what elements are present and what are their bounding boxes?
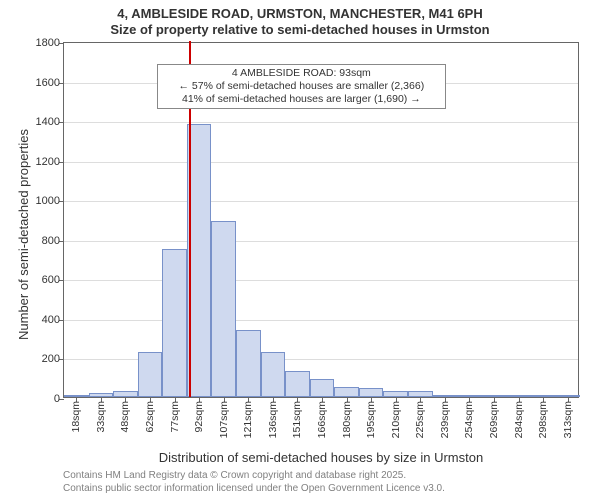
- annotation-line: ← 57% of semi-detached houses are smalle…: [162, 80, 441, 93]
- histogram-bar: [310, 379, 335, 397]
- x-tick-label: 92sqm: [193, 401, 205, 433]
- annotation-line: 4 AMBLESIDE ROAD: 93sqm: [162, 67, 441, 80]
- y-tick-label: 400: [42, 314, 64, 326]
- footer: Contains HM Land Registry data © Crown c…: [63, 470, 445, 495]
- y-tick-label: 200: [42, 353, 64, 365]
- x-tick-label: 33sqm: [95, 401, 107, 433]
- y-axis-title: Number of semi-detached properties: [16, 129, 31, 340]
- footer-line-1: Contains HM Land Registry data © Crown c…: [63, 470, 445, 483]
- histogram-bar: [138, 352, 163, 397]
- histogram-bar: [211, 221, 236, 397]
- chart-root: 4, AMBLESIDE ROAD, URMSTON, MANCHESTER, …: [0, 0, 600, 500]
- x-tick-label: 107sqm: [218, 401, 230, 438]
- x-tick-label: 254sqm: [463, 401, 475, 438]
- x-tick-label: 62sqm: [144, 401, 156, 433]
- x-tick-label: 225sqm: [414, 401, 426, 438]
- y-tick-label: 800: [42, 235, 64, 247]
- gridline: [64, 162, 578, 163]
- x-tick-label: 77sqm: [169, 401, 181, 433]
- chart-titles: 4, AMBLESIDE ROAD, URMSTON, MANCHESTER, …: [0, 0, 600, 37]
- annotation-line: 41% of semi-detached houses are larger (…: [162, 93, 441, 106]
- gridline: [64, 320, 578, 321]
- y-tick-label: 1800: [36, 37, 64, 49]
- histogram-bar: [285, 371, 310, 397]
- gridline: [64, 201, 578, 202]
- x-tick-label: 48sqm: [119, 401, 131, 433]
- x-tick-label: 166sqm: [316, 401, 328, 438]
- x-tick-label: 298sqm: [537, 401, 549, 438]
- y-tick-label: 0: [54, 393, 64, 405]
- x-tick-label: 195sqm: [365, 401, 377, 438]
- gridline: [64, 241, 578, 242]
- x-tick-label: 269sqm: [488, 401, 500, 438]
- x-tick-label: 284sqm: [513, 401, 525, 438]
- x-tick-label: 180sqm: [341, 401, 353, 438]
- x-axis-title: Distribution of semi-detached houses by …: [63, 450, 579, 465]
- title-line-1: 4, AMBLESIDE ROAD, URMSTON, MANCHESTER, …: [0, 6, 600, 22]
- footer-line-2: Contains public sector information licen…: [63, 483, 445, 496]
- y-tick-label: 1200: [36, 156, 64, 168]
- y-tick-label: 1400: [36, 116, 64, 128]
- x-tick-label: 239sqm: [439, 401, 451, 438]
- y-tick-label: 1600: [36, 77, 64, 89]
- x-tick-label: 210sqm: [390, 401, 402, 438]
- gridline: [64, 122, 578, 123]
- plot-area: 02004006008001000120014001600180018sqm33…: [63, 42, 579, 398]
- annotation-box: 4 AMBLESIDE ROAD: 93sqm← 57% of semi-det…: [157, 64, 446, 109]
- y-tick-label: 1000: [36, 195, 64, 207]
- histogram-bar: [261, 352, 286, 397]
- gridline: [64, 280, 578, 281]
- histogram-bar: [236, 330, 261, 397]
- x-tick-label: 121sqm: [242, 401, 254, 438]
- x-tick-label: 18sqm: [70, 401, 82, 433]
- title-line-2: Size of property relative to semi-detach…: [0, 22, 600, 38]
- histogram-bar: [359, 388, 384, 397]
- y-tick-label: 600: [42, 274, 64, 286]
- x-tick-label: 136sqm: [267, 401, 279, 438]
- histogram-bar: [334, 387, 359, 397]
- x-tick-label: 151sqm: [291, 401, 303, 438]
- histogram-bar: [162, 249, 187, 397]
- x-tick-label: 313sqm: [562, 401, 574, 438]
